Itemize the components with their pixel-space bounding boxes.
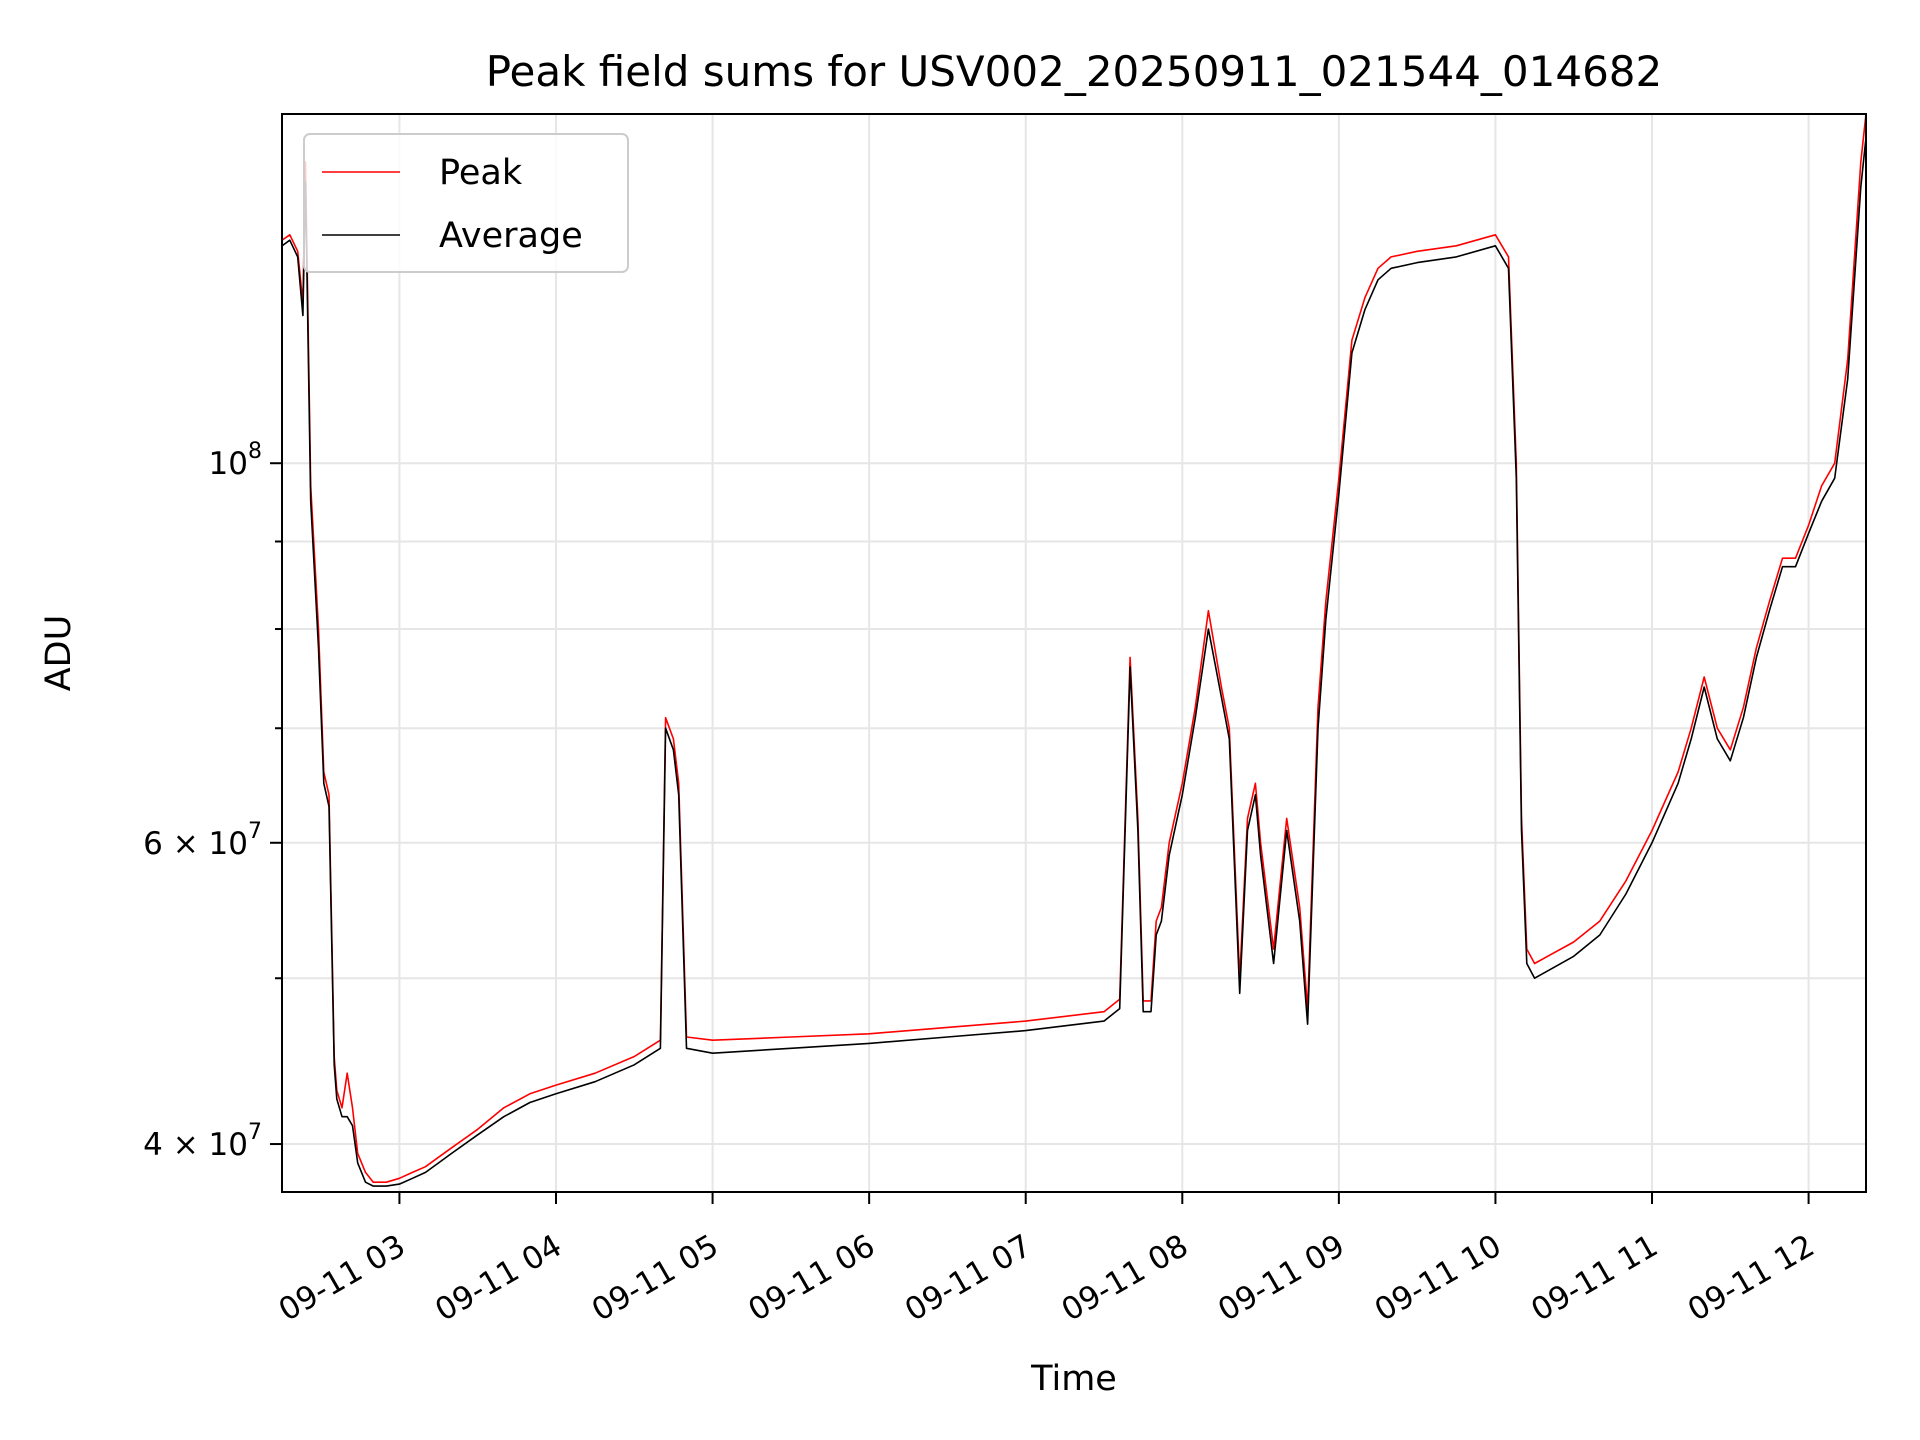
x-tick-label: 09-11 06 <box>742 1228 881 1329</box>
x-tick-label: 09-11 05 <box>586 1228 725 1329</box>
series-line-peak <box>282 114 1866 1183</box>
legend-box <box>303 133 629 273</box>
series-line-average <box>282 137 1866 1187</box>
grid-lines <box>282 114 1866 1192</box>
x-axis-label: Time <box>1030 1359 1117 1399</box>
y-tick-label: 6 × 107 <box>143 819 262 862</box>
x-tick-label: 09-11 07 <box>899 1228 1038 1329</box>
legend-label-average: Average <box>439 216 583 256</box>
series-lines <box>282 114 1866 1187</box>
y-tick-label-base: 4 × 10 <box>143 1127 248 1163</box>
x-tick-label: 09-11 09 <box>1212 1228 1351 1329</box>
chart-title: Peak field sums for USV002_20250911_0215… <box>486 47 1663 96</box>
plot-frame <box>281 113 1867 1193</box>
y-tick-label-base: 10 <box>209 446 248 482</box>
x-tick-label: 09-11 04 <box>429 1228 568 1329</box>
x-tick-label: 09-11 11 <box>1525 1228 1664 1329</box>
legend: Peak Average <box>303 133 629 273</box>
y-tick-label-exponent: 7 <box>248 819 262 844</box>
x-tick-label: 09-11 10 <box>1369 1228 1508 1329</box>
x-tick-label: 09-11 12 <box>1682 1228 1821 1329</box>
y-tick-label-exponent: 8 <box>248 439 262 464</box>
y-tick-label-exponent: 7 <box>248 1120 262 1145</box>
y-tick-label: 108 <box>209 439 262 482</box>
y-axis-label: ADU <box>39 615 79 692</box>
y-tick-label: 4 × 107 <box>143 1120 262 1163</box>
axis-ticks: 09-11 03 09-11 04 09-11 05 09-11 06 09-11 07… <box>143 439 1820 1328</box>
legend-label-peak: Peak <box>439 153 523 193</box>
x-tick-label: 09-11 08 <box>1056 1228 1195 1329</box>
y-tick-label-base: 6 × 10 <box>143 826 248 862</box>
x-tick-label: 09-11 03 <box>273 1228 412 1329</box>
